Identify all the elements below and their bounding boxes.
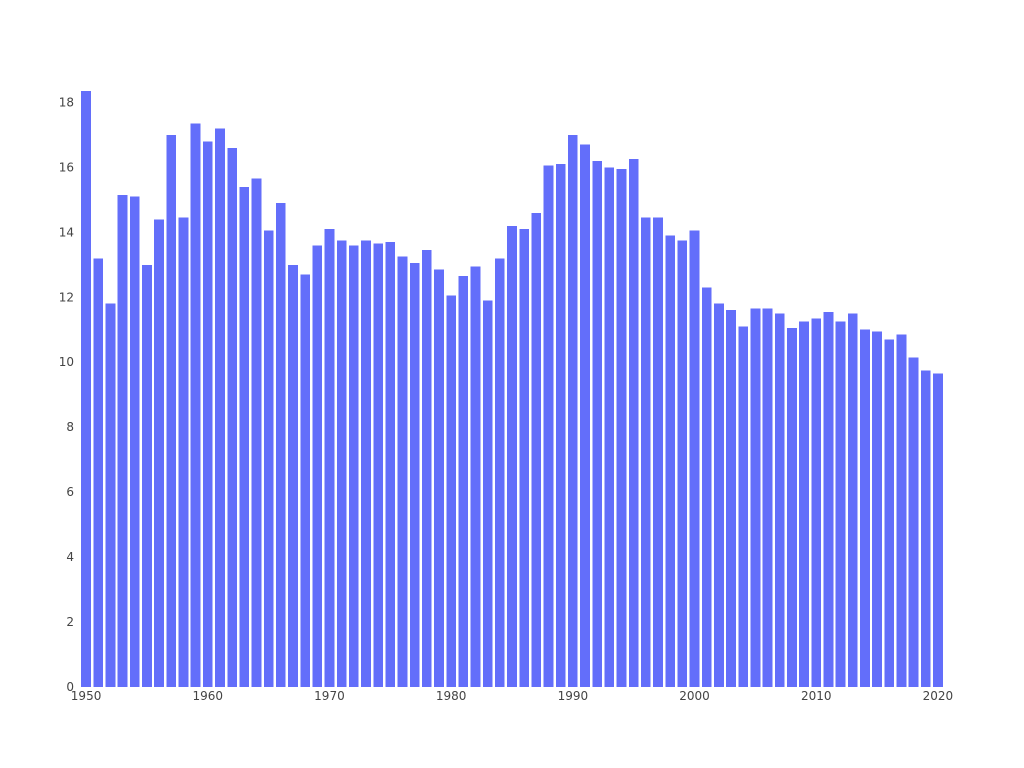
bar-1961 xyxy=(215,128,225,688)
bar-1997 xyxy=(653,217,663,688)
bar-1952 xyxy=(105,303,116,687)
y-tick-label: 8 xyxy=(66,420,74,434)
bar-1996 xyxy=(640,217,651,688)
bar-1989 xyxy=(555,164,566,687)
bar-1950 xyxy=(81,91,91,687)
bar-1998 xyxy=(665,235,676,687)
x-tick-label: 1990 xyxy=(558,689,589,703)
bar-2000 xyxy=(689,230,700,687)
y-tick-label: 0 xyxy=(66,680,74,694)
bar-1960 xyxy=(202,141,213,688)
bar-2006 xyxy=(762,308,773,687)
x-tick-label: 1950 xyxy=(71,689,102,703)
bar-1953 xyxy=(117,194,128,687)
y-tick-label: 16 xyxy=(59,160,74,174)
bar-1993 xyxy=(604,167,615,687)
bar-1974 xyxy=(373,243,384,687)
bar-1970 xyxy=(324,229,335,688)
bar-1966 xyxy=(275,203,286,688)
bar-1976 xyxy=(397,256,408,687)
bar-2007 xyxy=(774,313,785,687)
bar-1959 xyxy=(190,123,201,688)
bar-1990 xyxy=(567,134,578,688)
bar-1995 xyxy=(628,159,639,687)
bar-1951 xyxy=(93,258,104,687)
y-tick-label: 12 xyxy=(59,290,74,304)
bar-1978 xyxy=(421,250,432,687)
x-tick-label: 1960 xyxy=(192,689,223,703)
bar-2012 xyxy=(835,321,846,687)
bar-1954 xyxy=(129,196,140,687)
bar-1972 xyxy=(348,245,359,687)
x-tick-label: 2000 xyxy=(679,689,710,703)
x-tick-label: 2010 xyxy=(801,689,832,703)
bar-1986 xyxy=(519,229,530,688)
bar-1991 xyxy=(580,144,590,688)
bar-2008 xyxy=(787,328,797,687)
bar-1963 xyxy=(239,186,250,687)
bar-1979 xyxy=(434,269,444,687)
x-tick-label: 2020 xyxy=(923,689,954,703)
bar-2005 xyxy=(750,308,761,687)
y-tick-label: 4 xyxy=(66,550,74,564)
bar-2015 xyxy=(872,331,882,687)
bar-1992 xyxy=(592,160,603,687)
y-tick-label: 18 xyxy=(59,95,74,109)
bar-2010 xyxy=(811,318,822,687)
bar-2013 xyxy=(847,313,858,687)
bar-2014 xyxy=(860,329,870,687)
bar-1999 xyxy=(677,240,688,687)
bar-2001 xyxy=(701,287,712,687)
bar-1967 xyxy=(288,264,298,687)
bar-1994 xyxy=(616,168,627,687)
bar-1985 xyxy=(507,225,517,688)
bar-1984 xyxy=(494,258,505,687)
y-tick-label: 6 xyxy=(66,485,74,499)
bar-2020 xyxy=(933,373,943,687)
bar-1977 xyxy=(409,263,420,687)
bar-2004 xyxy=(738,326,749,687)
bar-2011 xyxy=(823,311,834,687)
bar-2018 xyxy=(908,357,919,687)
bar-1971 xyxy=(336,240,347,687)
y-tick-label: 14 xyxy=(59,225,74,239)
y-tick-label: 10 xyxy=(59,355,74,369)
bar-1968 xyxy=(300,274,310,687)
bars-group xyxy=(81,91,943,688)
bar-2017 xyxy=(896,334,907,687)
bar-1964 xyxy=(251,178,262,687)
bar-1957 xyxy=(166,134,177,688)
bar-1980 xyxy=(446,295,457,687)
bar-1969 xyxy=(312,245,323,687)
bar-2016 xyxy=(884,339,895,687)
bar-1981 xyxy=(458,276,469,687)
bar-1988 xyxy=(543,165,554,687)
x-tick-label: 1970 xyxy=(314,689,345,703)
bar-2002 xyxy=(714,303,724,687)
y-tick-label: 2 xyxy=(66,615,74,629)
bar-2019 xyxy=(920,370,931,687)
bar-2003 xyxy=(726,310,736,687)
x-tick-label: 1980 xyxy=(436,689,467,703)
bar-1975 xyxy=(385,242,396,687)
bar-1983 xyxy=(482,300,493,687)
bar-1958 xyxy=(178,217,189,688)
bar-1973 xyxy=(361,240,371,687)
x-axis: 1950 1960 1970 1980 1990 2000 2010 2020 xyxy=(71,689,953,703)
bar-2009 xyxy=(799,321,809,687)
y-axis: 0 2 4 6 8 10 12 14 16 18 xyxy=(59,95,74,694)
bar-1965 xyxy=(263,230,274,687)
bar-1982 xyxy=(470,266,481,687)
bar-1987 xyxy=(531,212,542,688)
bar-1955 xyxy=(142,264,152,687)
bar-1956 xyxy=(154,219,164,688)
bar-1962 xyxy=(227,147,237,688)
